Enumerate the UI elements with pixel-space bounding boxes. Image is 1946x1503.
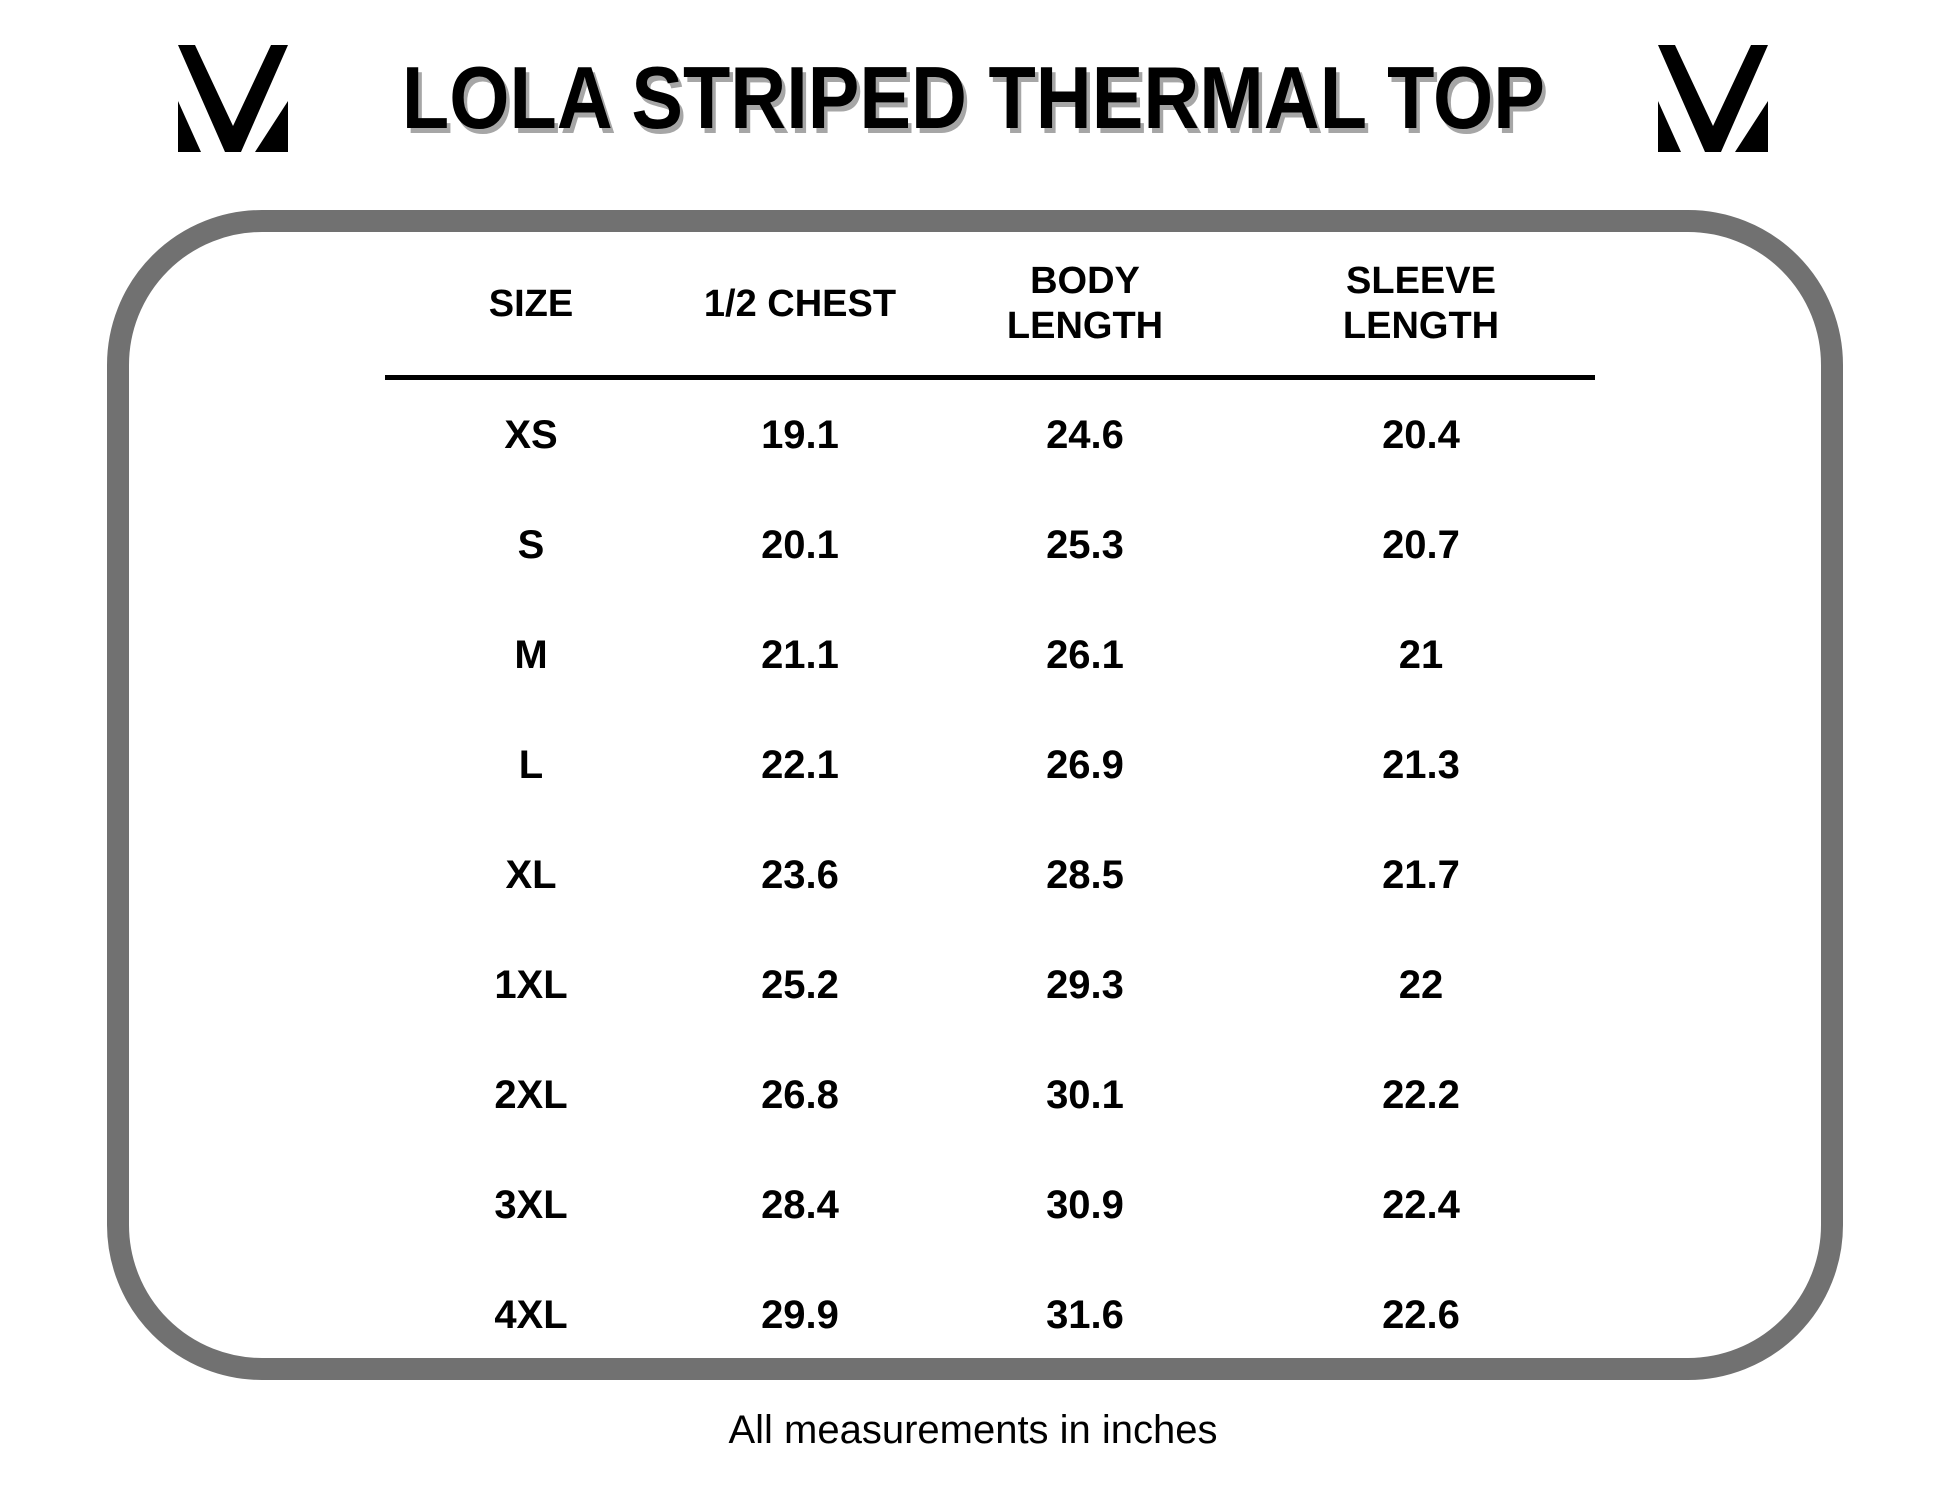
measurement-cell: 30.9 [1046, 1182, 1124, 1227]
size-label-cell: L [518, 742, 544, 787]
measurement-cell: 23.6 [761, 852, 839, 897]
measurement-cell: 24.6 [1046, 412, 1124, 457]
measurement-cell: 28.4 [761, 1182, 839, 1227]
measurement-cell: 22.4 [1382, 1182, 1460, 1227]
measurement-cell: 21.7 [1382, 852, 1460, 897]
measurement-cell: 22.2 [1382, 1072, 1460, 1117]
measurement-cell: 20.7 [1382, 522, 1460, 567]
measurement-cell: 22.1 [761, 742, 839, 787]
measurement-cell: 20.1 [761, 522, 839, 567]
measurement-cell: 25.3 [1046, 522, 1124, 567]
size-table-header: SIZE 1/2 CHEST BODY LENGTH SLEEVE LENGTH [385, 243, 1595, 380]
measurement-cell: 31.6 [1046, 1292, 1124, 1337]
size-label-cell: M [514, 632, 548, 677]
size-label-cell: S [517, 522, 545, 567]
size-label-cell: XL [505, 852, 557, 897]
size-row: 3XL 28.4 30.9 22.4 [385, 1150, 1595, 1260]
measurement-cell: 26.9 [1046, 742, 1124, 787]
size-label-cell: 4XL [494, 1292, 568, 1337]
measurement-cell: 25.2 [761, 962, 839, 1007]
measurement-cell: 22.6 [1382, 1292, 1460, 1337]
page-title: LOLA STRIPED THERMAL TOP [401, 48, 1545, 147]
measurement-cell: 29.3 [1046, 962, 1124, 1007]
column-header-body-length: BODY LENGTH [923, 243, 1247, 380]
header-row: SIZE 1/2 CHEST BODY LENGTH SLEEVE LENGTH [385, 243, 1595, 380]
size-label-cell: 2XL [494, 1072, 568, 1117]
size-chart-panel [107, 210, 1843, 1380]
measurement-cell: 26.1 [1046, 632, 1124, 677]
size-chart-table: SIZE 1/2 CHEST BODY LENGTH SLEEVE LENGTH… [385, 243, 1595, 1370]
column-header-sleeve-length: SLEEVE LENGTH [1247, 243, 1595, 380]
measurement-cell: 20.4 [1382, 412, 1460, 457]
size-label-cell: 3XL [494, 1182, 568, 1227]
size-row: XL 23.6 28.5 21.7 [385, 820, 1595, 930]
size-row: 1XL 25.2 29.3 22 [385, 930, 1595, 1040]
size-label-cell: 1XL [494, 962, 568, 1007]
size-label-cell: XS [504, 412, 558, 457]
header-bar: LOLA STRIPED THERMAL TOP [0, 26, 1946, 170]
measurement-cell: 21.3 [1382, 742, 1460, 787]
measurement-cell: 21.1 [761, 632, 839, 677]
column-header-half-chest: 1/2 CHEST [677, 243, 923, 380]
measurement-cell: 30.1 [1046, 1072, 1124, 1117]
size-row: L 22.1 26.9 21.3 [385, 710, 1595, 820]
size-table-body: XS 19.1 24.6 20.4 S 20.1 25.3 20.7 M 21.1 26.1 21 L 2… [385, 378, 1595, 1371]
size-row: 2XL 26.8 30.1 22.2 [385, 1040, 1595, 1150]
mv-monogram-icon [1658, 44, 1769, 152]
measurement-cell: 26.8 [761, 1072, 839, 1117]
measurement-cell: 28.5 [1046, 852, 1124, 897]
size-row: 4XL 29.9 31.6 22.6 [385, 1260, 1595, 1370]
size-row: M 21.1 26.1 21 [385, 600, 1595, 710]
measurement-cell: 29.9 [761, 1292, 839, 1337]
size-row: XS 19.1 24.6 20.4 [385, 378, 1595, 491]
column-header-size: SIZE [385, 243, 677, 380]
measurement-cell: 22 [1398, 962, 1444, 1007]
mv-monogram-icon [177, 44, 288, 152]
measurement-cell: 21 [1398, 632, 1444, 677]
measurement-cell: 19.1 [761, 412, 839, 457]
size-row: S 20.1 25.3 20.7 [385, 490, 1595, 600]
measurement-note: All measurements in inches [728, 1408, 1218, 1452]
